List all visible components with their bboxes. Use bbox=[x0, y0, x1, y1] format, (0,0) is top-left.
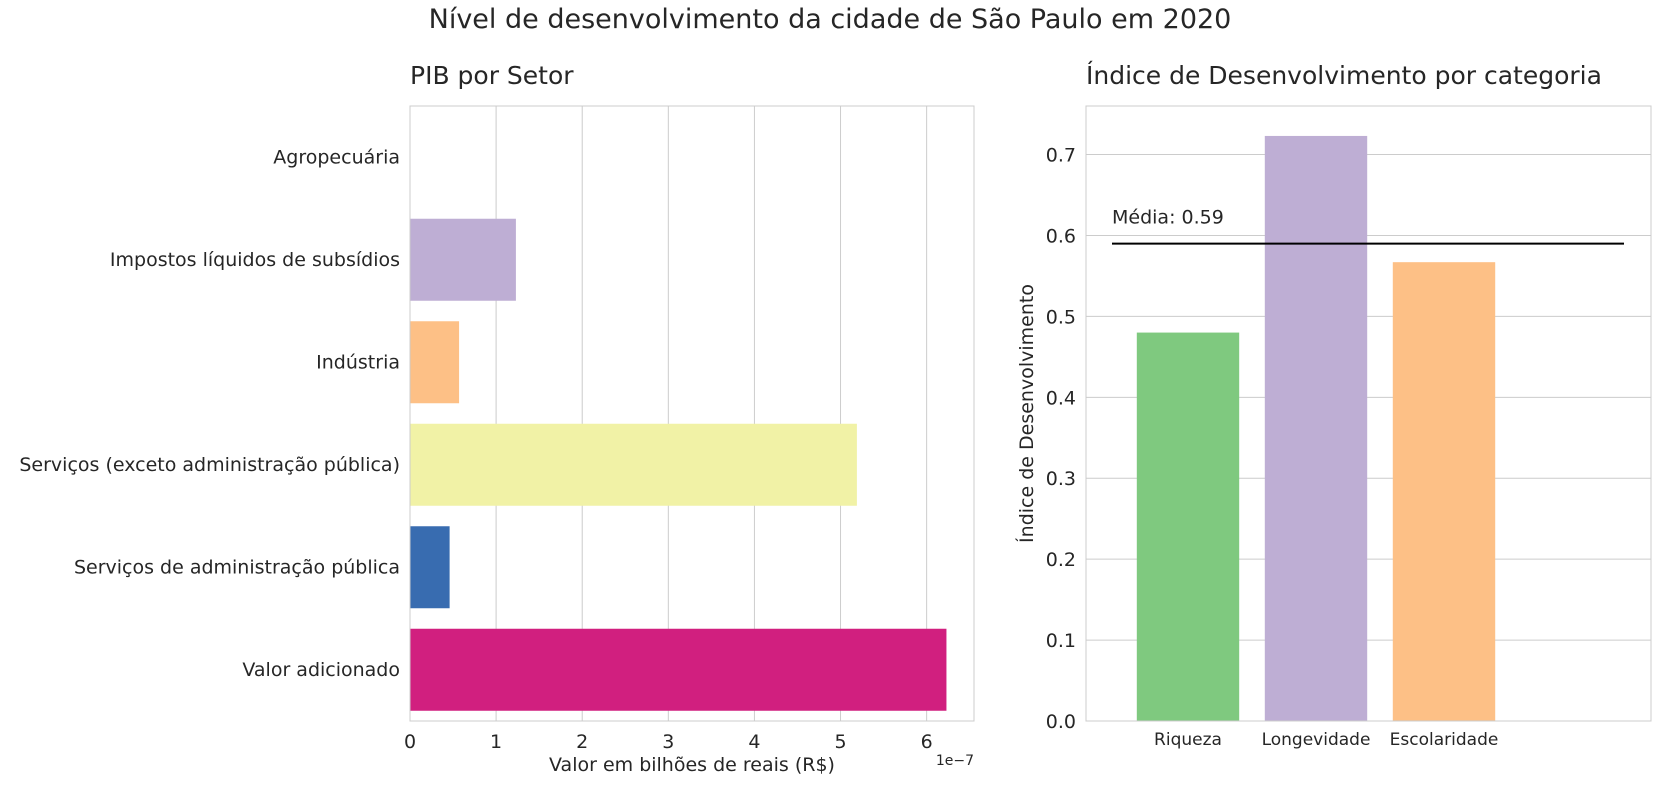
bar bbox=[410, 423, 857, 506]
chart-title: Índice de Desenvolvimento por categoria bbox=[1086, 61, 1602, 90]
x-tick-label: Longevidade bbox=[1262, 730, 1371, 750]
y-axis-label: Índice de Desenvolvimento bbox=[1015, 284, 1038, 543]
x-tick-label: 1 bbox=[490, 731, 502, 753]
bar bbox=[410, 526, 450, 609]
y-tick-label: 0.0 bbox=[1046, 711, 1076, 733]
x-tick-label: Riqueza bbox=[1154, 730, 1222, 750]
x-tick-label: 6 bbox=[921, 731, 933, 753]
mean-label: Média: 0.59 bbox=[1112, 207, 1224, 229]
y-tick-label: 0.2 bbox=[1046, 549, 1076, 571]
y-tick-label: 0.4 bbox=[1046, 387, 1076, 409]
x-tick-label: 0 bbox=[404, 731, 416, 753]
bar bbox=[1264, 135, 1368, 721]
x-tick-label: 4 bbox=[748, 731, 760, 753]
y-tick-label: Serviços (exceto administração pública) bbox=[19, 454, 400, 476]
x-offset-text: 1e−7 bbox=[936, 753, 974, 769]
x-tick-label: 3 bbox=[662, 731, 674, 753]
plot-frame bbox=[1085, 105, 1652, 722]
bar bbox=[1392, 262, 1496, 721]
bar bbox=[410, 218, 516, 301]
x-tick-label: 5 bbox=[834, 731, 846, 753]
figure-title: Nível de desenvolvimento da cidade de Sã… bbox=[428, 4, 1232, 35]
x-axis-label: Valor em bilhões de reais (R$) bbox=[549, 754, 835, 776]
chart-title: PIB por Setor bbox=[410, 61, 574, 90]
bar bbox=[1136, 332, 1240, 721]
y-tick-label: 0.5 bbox=[1046, 306, 1076, 328]
indice-chart: 0.0 0.1 0.2 0.3 0.4 0.5 0.6 0.7 Riqueza Longevida… bbox=[1015, 61, 1652, 750]
bar bbox=[410, 628, 947, 711]
y-tick-label: Impostos líquidos de subsídios bbox=[110, 249, 400, 271]
y-tick-label: Valor adicionado bbox=[242, 659, 400, 681]
x-tick-label: 2 bbox=[576, 731, 588, 753]
y-tick-label: 0.6 bbox=[1046, 225, 1076, 247]
plot-frame bbox=[409, 105, 975, 722]
y-tick-label: Serviços de administração pública bbox=[74, 556, 400, 578]
x-tick-label: Escolaridade bbox=[1390, 730, 1499, 750]
y-tick-label: Indústria bbox=[316, 351, 400, 373]
y-tick-label: Agropecuária bbox=[273, 146, 400, 168]
pib-chart: Agropecuária Impostos líquidos de subsídi… bbox=[19, 61, 975, 776]
y-tick-label: 0.3 bbox=[1046, 468, 1076, 490]
y-tick-label: 0.1 bbox=[1046, 630, 1076, 652]
bar bbox=[410, 321, 460, 404]
y-tick-label: 0.7 bbox=[1046, 145, 1076, 167]
